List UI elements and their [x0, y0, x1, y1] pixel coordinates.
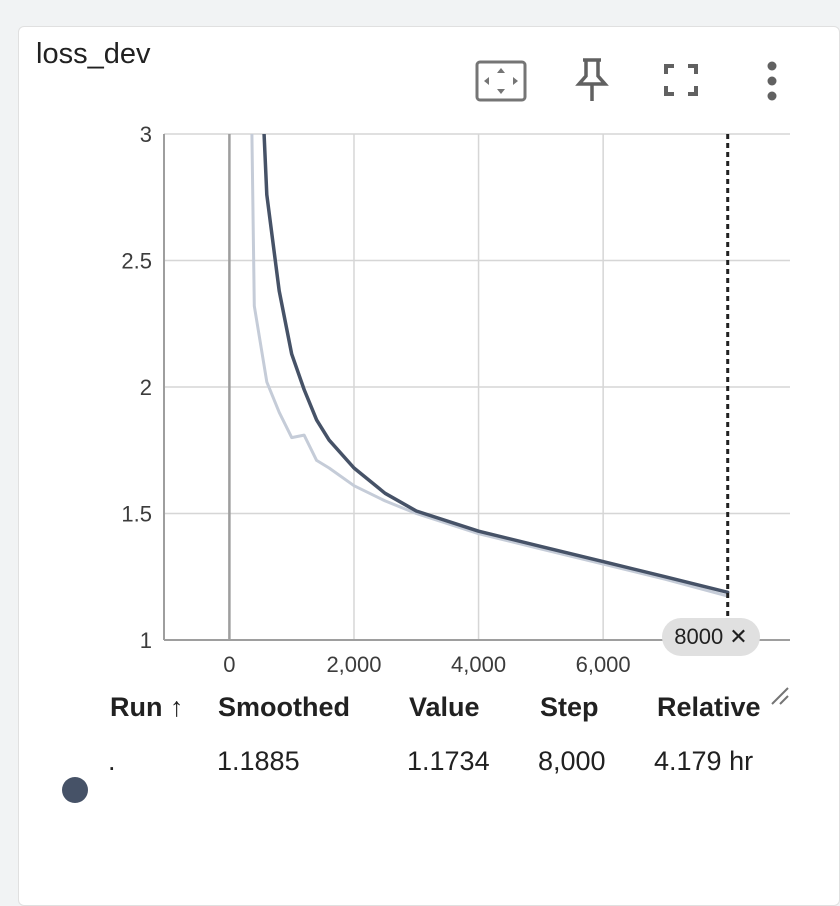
run-name: . [108, 746, 116, 776]
tick-labels: 3 2.5 2 1.5 1 0 2,000 4,000 6,000 [121, 122, 630, 677]
raw-value: 1.1734 [407, 746, 490, 776]
relative-time: 4.179 hr [654, 746, 754, 776]
scalar-card [18, 26, 840, 906]
series-layer [250, 134, 730, 598]
more-vert-icon[interactable] [760, 60, 784, 102]
x-tick-label: 6,000 [576, 652, 631, 677]
fit-domain-icon[interactable] [474, 60, 528, 102]
header-value[interactable]: Value [409, 692, 480, 722]
header-relative[interactable]: Relative [657, 692, 761, 722]
close-icon[interactable]: ✕ [729, 624, 748, 649]
pin-icon[interactable] [574, 56, 610, 104]
x-tick-label: 2,000 [326, 652, 381, 677]
header-run[interactable]: Run ↑ [110, 692, 184, 722]
y-tick-label: 1.5 [121, 502, 152, 527]
y-tick-label: 2 [140, 375, 152, 400]
run-color-swatch [62, 777, 88, 803]
grid-layer [164, 133, 790, 640]
header-smoothed[interactable]: Smoothed [218, 692, 350, 722]
smoothed-value: 1.1885 [217, 746, 300, 776]
raw-series-line [250, 134, 730, 598]
x-tick-label: 0 [223, 652, 235, 677]
fullscreen-icon[interactable] [662, 62, 700, 98]
resize-handle-icon[interactable] [771, 687, 789, 705]
y-tick-label: 3 [140, 122, 152, 147]
card-title: loss_dev [36, 38, 151, 70]
step-cursor-label: 8000 [674, 624, 724, 649]
smoothed-series-line [262, 134, 730, 595]
y-tick-label: 2.5 [121, 249, 152, 274]
step-cursor-chip[interactable]: 8000 ✕ [662, 618, 760, 656]
y-tick-label: 1 [140, 628, 152, 653]
x-tick-label: 4,000 [451, 652, 506, 677]
step-value: 8,000 [538, 746, 606, 776]
header-step[interactable]: Step [540, 692, 599, 722]
